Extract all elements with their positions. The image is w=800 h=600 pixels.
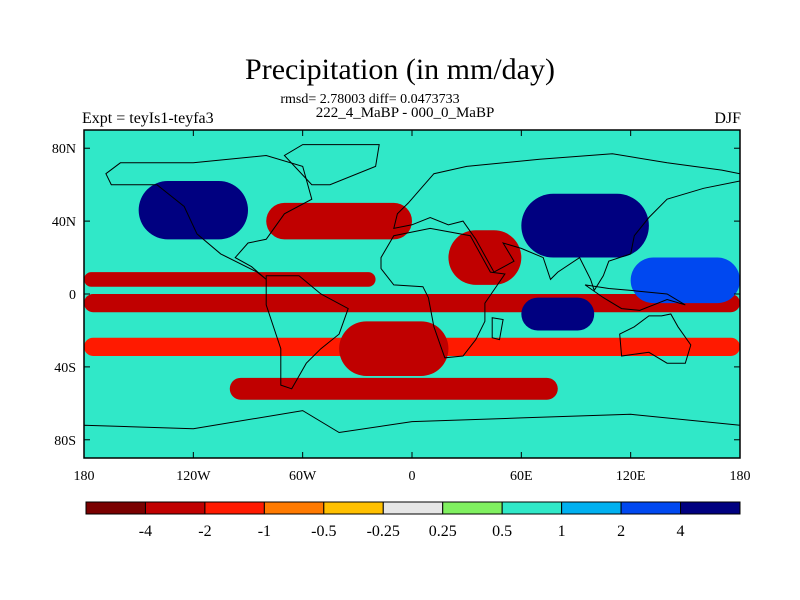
field-region-n-atlantic-dry (266, 202, 412, 240)
x-tick-label: 60W (289, 469, 317, 484)
field-region-southern-ocean (84, 406, 740, 433)
coastlines (84, 144, 740, 458)
map-axes: 180 120W 60W 0 60E 120E 180 80N 40N 0 40S 80S (52, 130, 751, 484)
field-region-east-asia-wet (521, 193, 649, 258)
field-region-south-atlantic-dry (339, 321, 449, 376)
field-region-band-52S (229, 377, 558, 400)
colorbar-swatch (442, 501, 503, 515)
colorbar-label: -0.5 (311, 523, 336, 540)
coastline-greenland (283, 144, 380, 186)
coastline-indonesia (584, 284, 686, 311)
colorbar-swatch (323, 501, 384, 515)
colorbar-label: 0.25 (429, 523, 457, 540)
colorbar-label: -0.25 (367, 523, 400, 540)
rmsd-diff-stats: rmsd= 2.78003 diff= 0.0473733 (0, 92, 740, 108)
colorbar-swatch (144, 501, 206, 515)
y-tick-label: 40S (54, 361, 76, 376)
colorbar-swatch (85, 501, 146, 515)
x-tick-label: 60E (510, 469, 533, 484)
colorbar-label: 1 (558, 523, 566, 540)
colorbar-swatch (382, 501, 444, 515)
colorbar-label: -2 (198, 523, 211, 540)
colorbar-label: 4 (677, 523, 685, 540)
season-label: DJF (714, 110, 741, 127)
x-tick-label: 0 (409, 469, 416, 484)
experiment-subtitle: 222_4_MaBP - 000_0_MaBP (315, 105, 495, 121)
colorbar-swatch (263, 501, 325, 515)
field-region-band-8N (84, 272, 376, 287)
coastline-eurasia (393, 153, 740, 292)
x-tick-label: 120W (176, 469, 211, 484)
map-field (84, 130, 740, 458)
colorbar-swatch (501, 501, 563, 515)
colorbar-swatch (204, 501, 265, 515)
colorbar-label: 0.5 (492, 523, 512, 540)
coastline-africa (380, 227, 506, 359)
colorbar-swatch (561, 501, 622, 515)
y-tick-label: 40N (52, 215, 76, 230)
colorbar-swatch (680, 501, 741, 515)
y-tick-label: 80S (54, 434, 76, 449)
colorbar-label: -4 (139, 523, 152, 540)
x-tick-label: 180 (730, 469, 751, 484)
colorbar: -4 -2 -1 -0.5 -0.25 0.25 0.5 1 2 4 (85, 501, 741, 540)
coastline-na (105, 154, 313, 280)
colorbar-swatch (620, 501, 682, 515)
colorbar-label: 2 (617, 523, 625, 540)
field-region-indian-ocean-wet (521, 297, 595, 331)
x-tick-label: 120E (616, 469, 646, 484)
field-region-west-pacific-wet (630, 257, 740, 304)
field-region-arabia-dry (448, 230, 522, 285)
chart-title: Precipitation (in mm/day) (245, 53, 555, 86)
colorbar-label: -1 (258, 523, 271, 540)
y-tick-label: 0 (69, 288, 76, 303)
coastline-madagascar (491, 317, 504, 341)
field-region-n-pacific-wet (138, 181, 248, 240)
experiment-label: Expt = teyIs1-teyfa3 (82, 110, 214, 127)
coastline-australia (619, 313, 692, 364)
x-tick-label: 180 (74, 469, 95, 484)
stats-text: rmsd= 2.78003 diff= 0.0473733 (280, 92, 460, 107)
coastline-antarctica (84, 410, 740, 458)
y-tick-label: 80N (52, 142, 76, 157)
coastline-sa (265, 275, 349, 390)
